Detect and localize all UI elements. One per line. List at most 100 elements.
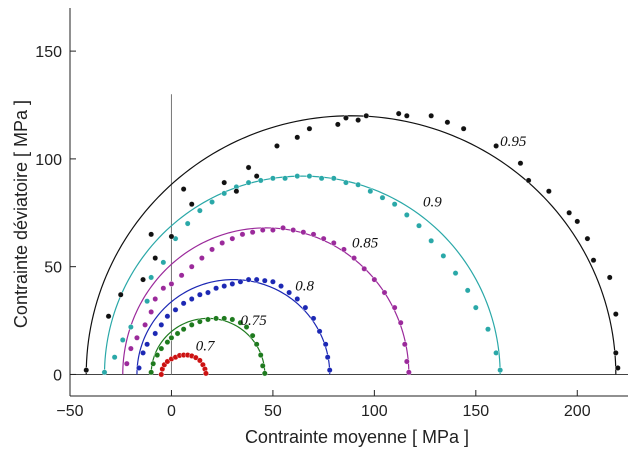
data-point-0.85 xyxy=(381,289,388,296)
data-point-0.8 xyxy=(205,289,211,296)
data-point-0.85 xyxy=(142,321,148,328)
fit-curve-0.95 xyxy=(85,115,617,375)
data-point-0.8 xyxy=(180,300,187,307)
data-point-0.75 xyxy=(257,352,264,358)
data-point-0.9 xyxy=(379,194,386,201)
curve-label: 0.75 xyxy=(240,313,267,329)
data-point-0.95 xyxy=(493,143,500,149)
data-point-0.95 xyxy=(614,365,621,371)
data-point-0.75 xyxy=(188,321,195,328)
data-point-0.85 xyxy=(219,240,226,246)
x-tick-label: 50 xyxy=(264,403,282,420)
data-point-0.95 xyxy=(444,119,451,126)
data-point-0.8 xyxy=(294,296,301,302)
data-point-0.9 xyxy=(464,287,471,294)
y-tick-label: 0 xyxy=(53,367,62,384)
data-point-0.75 xyxy=(249,332,256,339)
data-point-0.95 xyxy=(148,231,155,238)
data-point-0.95 xyxy=(460,125,467,132)
data-point-0.9 xyxy=(367,188,374,195)
data-point-0.85 xyxy=(391,304,398,311)
data-point-0.9 xyxy=(497,367,504,374)
data-point-0.85 xyxy=(239,231,246,238)
data-point-0.9 xyxy=(101,369,108,376)
data-point-0.85 xyxy=(310,231,317,238)
data-point-0.9 xyxy=(282,175,288,182)
data-point-0.7 xyxy=(203,370,209,377)
data-point-0.85 xyxy=(160,285,167,292)
data-point-0.85 xyxy=(127,345,134,352)
data-point-0.9 xyxy=(221,190,228,197)
axes-layer: −50 0 50 100 150 200 0 50 100 150 xyxy=(35,8,628,420)
x-tick-label: 150 xyxy=(462,403,489,420)
data-point-0.8 xyxy=(324,354,331,361)
data-point-0.85 xyxy=(249,229,256,236)
data-point-0.75 xyxy=(164,339,171,346)
data-point-0.9 xyxy=(416,222,422,229)
data-point-0.9 xyxy=(306,173,313,180)
data-point-0.95 xyxy=(590,257,597,264)
data-point-0.85 xyxy=(371,276,378,283)
data-point-0.85 xyxy=(148,309,155,315)
x-tick-label: 0 xyxy=(167,403,176,420)
data-point-0.85 xyxy=(290,227,297,233)
data-point-0.9 xyxy=(318,175,325,182)
data-point-0.95 xyxy=(294,134,301,141)
data-point-0.8 xyxy=(253,276,260,283)
curve-label: 0.95 xyxy=(500,134,527,150)
data-point-0.9 xyxy=(119,337,126,343)
data-point-0.95 xyxy=(517,160,524,167)
data-point-0.9 xyxy=(270,175,276,182)
data-point-0.9 xyxy=(196,207,203,214)
data-point-0.8 xyxy=(286,289,293,296)
data-point-0.85 xyxy=(270,227,276,233)
data-point-0.85 xyxy=(320,235,327,242)
data-point-0.8 xyxy=(221,283,228,289)
data-point-0.9 xyxy=(330,175,337,182)
curve-label: 0.7 xyxy=(196,339,216,355)
data-point-0.8 xyxy=(144,341,151,348)
data-point-0.95 xyxy=(253,173,260,180)
data-point-0.8 xyxy=(158,321,165,328)
data-point-0.9 xyxy=(343,179,349,186)
data-point-0.95 xyxy=(105,313,112,320)
data-point-0.85 xyxy=(178,272,185,279)
y-tick-label: 150 xyxy=(35,44,62,61)
data-point-0.8 xyxy=(326,367,333,374)
data-point-0.8 xyxy=(322,341,329,348)
data-point-0.8 xyxy=(136,365,142,371)
data-point-0.7 xyxy=(196,357,203,364)
data-point-0.8 xyxy=(152,330,159,337)
data-point-0.9 xyxy=(403,212,410,218)
data-point-0.9 xyxy=(160,259,167,266)
data-point-0.8 xyxy=(261,277,268,284)
data-point-0.85 xyxy=(198,255,205,261)
data-point-0.95 xyxy=(83,367,90,374)
data-point-0.85 xyxy=(134,334,140,341)
data-point-0.95 xyxy=(566,209,573,216)
data-point-0.9 xyxy=(257,177,264,184)
data-point-0.95 xyxy=(545,188,552,195)
data-point-0.95 xyxy=(363,112,370,119)
data-point-0.9 xyxy=(127,324,134,330)
data-point-0.9 xyxy=(440,252,447,259)
data-point-0.75 xyxy=(205,316,211,323)
data-point-0.85 xyxy=(168,281,175,287)
data-point-0.75 xyxy=(174,330,181,337)
data-point-0.95 xyxy=(355,117,362,123)
data-point-0.8 xyxy=(278,283,284,289)
data-point-0.9 xyxy=(391,201,398,208)
data-point-0.8 xyxy=(213,285,219,292)
data-point-0.85 xyxy=(123,360,130,367)
data-point-0.95 xyxy=(606,274,613,281)
data-point-0.9 xyxy=(428,237,435,244)
fit-curve-0.8 xyxy=(136,278,331,375)
data-point-0.9 xyxy=(294,173,301,180)
y-tick-label: 100 xyxy=(35,152,62,169)
data-point-0.75 xyxy=(237,319,244,326)
data-point-0.9 xyxy=(144,298,151,305)
data-point-0.8 xyxy=(310,315,317,322)
data-point-0.85 xyxy=(351,255,357,261)
data-point-0.75 xyxy=(196,318,203,325)
